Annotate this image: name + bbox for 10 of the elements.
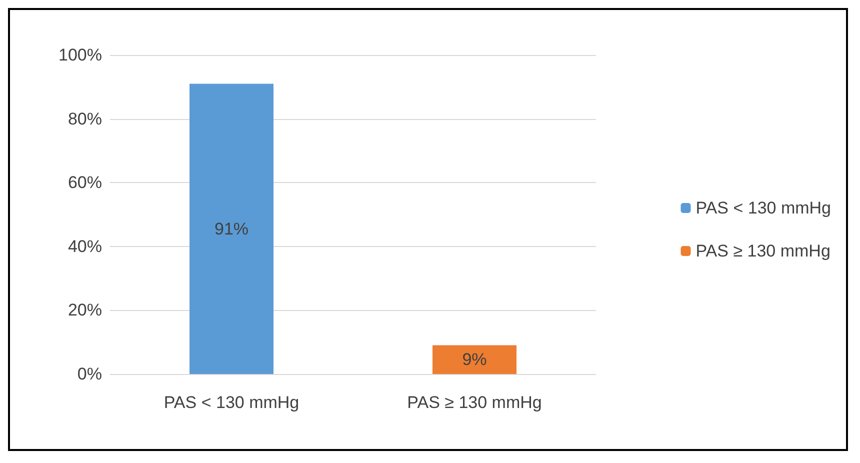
data-label: 9% <box>462 350 487 370</box>
y-tick-label: 60% <box>68 173 102 192</box>
y-tick-label: 100% <box>58 46 102 64</box>
y-tick-label: 0% <box>77 364 102 384</box>
legend-label: PAS ≥ 130 mmHg <box>696 242 830 260</box>
legend-label: PAS < 130 mmHg <box>696 198 832 218</box>
y-tick-label: 20% <box>68 300 102 320</box>
y-tick-label: 80% <box>68 109 102 128</box>
data-label: 91% <box>214 219 249 238</box>
y-tick-label: 40% <box>68 236 102 256</box>
